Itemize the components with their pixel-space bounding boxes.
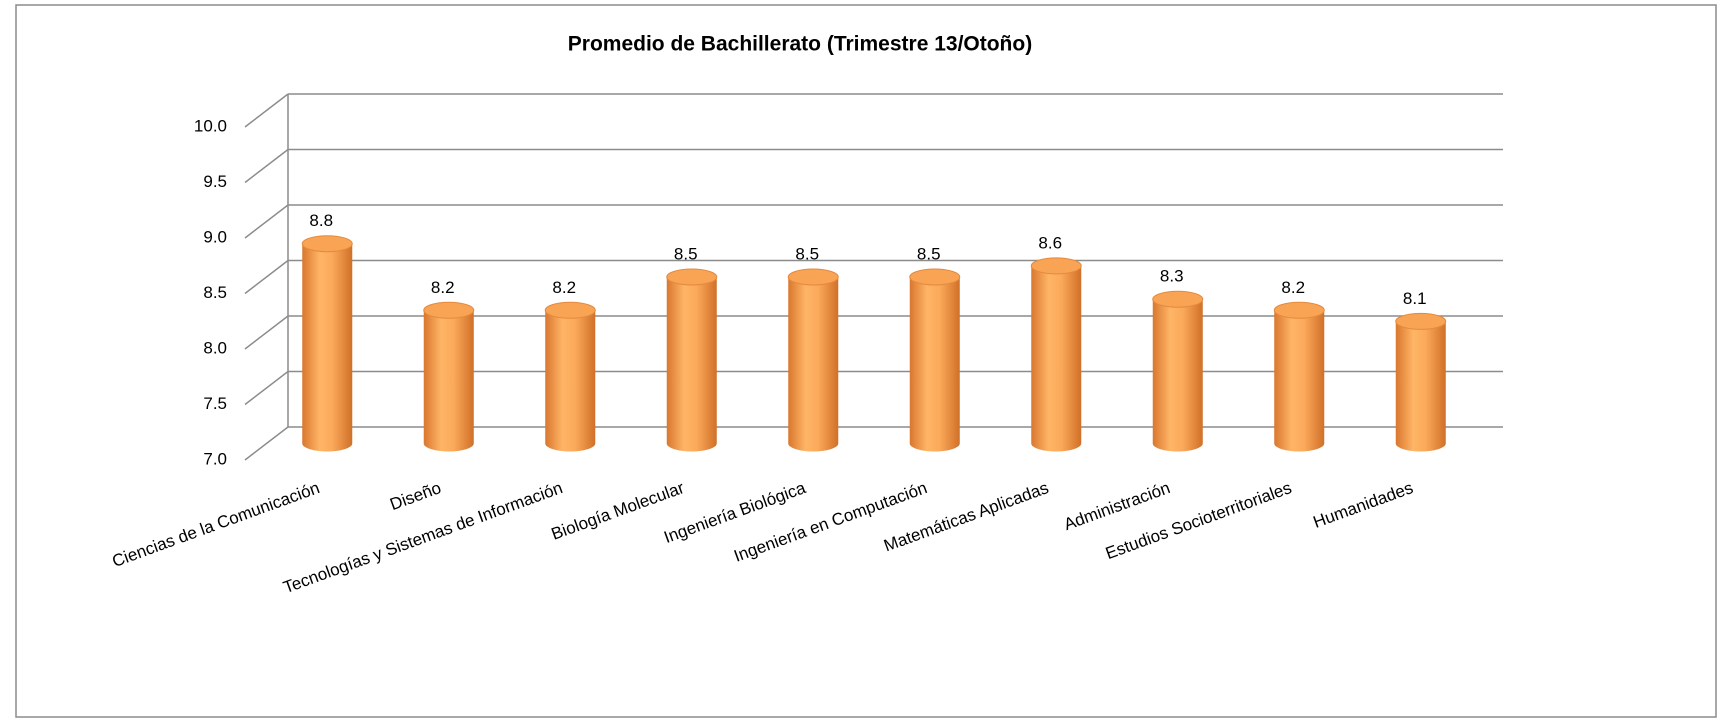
y-tick-label: 7.5 <box>203 394 227 413</box>
bar <box>302 243 353 452</box>
grid-line-depth <box>244 426 289 461</box>
bar-top <box>787 268 839 286</box>
bar-top <box>909 268 961 286</box>
bar <box>1395 321 1446 452</box>
value-label: 8.2 <box>552 278 576 297</box>
bar <box>545 310 596 452</box>
x-tick-label: Ingeniería en Computación <box>731 478 929 566</box>
bar-top <box>666 268 718 286</box>
bar-top <box>301 235 353 253</box>
grid-line-depth <box>244 148 289 184</box>
value-label: 8.5 <box>917 244 941 263</box>
value-label: 8.2 <box>1281 278 1305 297</box>
bar-top <box>1030 257 1082 275</box>
bar <box>1274 310 1325 452</box>
bar <box>1031 265 1082 452</box>
bar <box>423 310 474 452</box>
bar <box>909 277 960 452</box>
x-tick-label: Ciencias de la Comunicación <box>110 478 323 571</box>
y-tick-label: 8.0 <box>203 338 227 357</box>
chart-frame <box>15 4 1717 718</box>
value-label: 8.5 <box>795 244 819 263</box>
bar <box>788 277 839 452</box>
x-tick-label: Diseño <box>387 478 443 514</box>
value-label: 8.2 <box>431 278 455 297</box>
chart-title: Promedio de Bachillerato (Trimestre 13/O… <box>568 33 1032 56</box>
bar-top <box>1273 301 1325 319</box>
bar <box>666 277 717 452</box>
bar-top <box>544 301 596 319</box>
bar-top <box>1152 290 1204 308</box>
grid-line-depth <box>244 93 289 128</box>
bar-top <box>1395 312 1447 330</box>
value-label: 8.5 <box>674 244 698 263</box>
y-tick-label: 10.0 <box>194 116 227 135</box>
bar <box>1152 299 1203 452</box>
bar-top <box>423 301 475 319</box>
value-label: 8.6 <box>1038 233 1062 252</box>
grid-line-depth <box>244 315 289 350</box>
grid-line-depth <box>244 259 289 295</box>
value-label: 8.8 <box>309 211 333 230</box>
grid-line-depth <box>244 204 289 239</box>
value-label: 8.3 <box>1160 267 1184 286</box>
value-label: 8.1 <box>1403 289 1427 308</box>
y-tick-label: 9.0 <box>203 227 227 246</box>
y-tick-label: 7.0 <box>203 449 227 468</box>
y-tick-label: 9.5 <box>203 172 227 191</box>
grid-line-depth <box>244 370 289 406</box>
x-tick-label: Humanidades <box>1311 478 1416 532</box>
y-tick-label: 8.5 <box>203 283 227 302</box>
